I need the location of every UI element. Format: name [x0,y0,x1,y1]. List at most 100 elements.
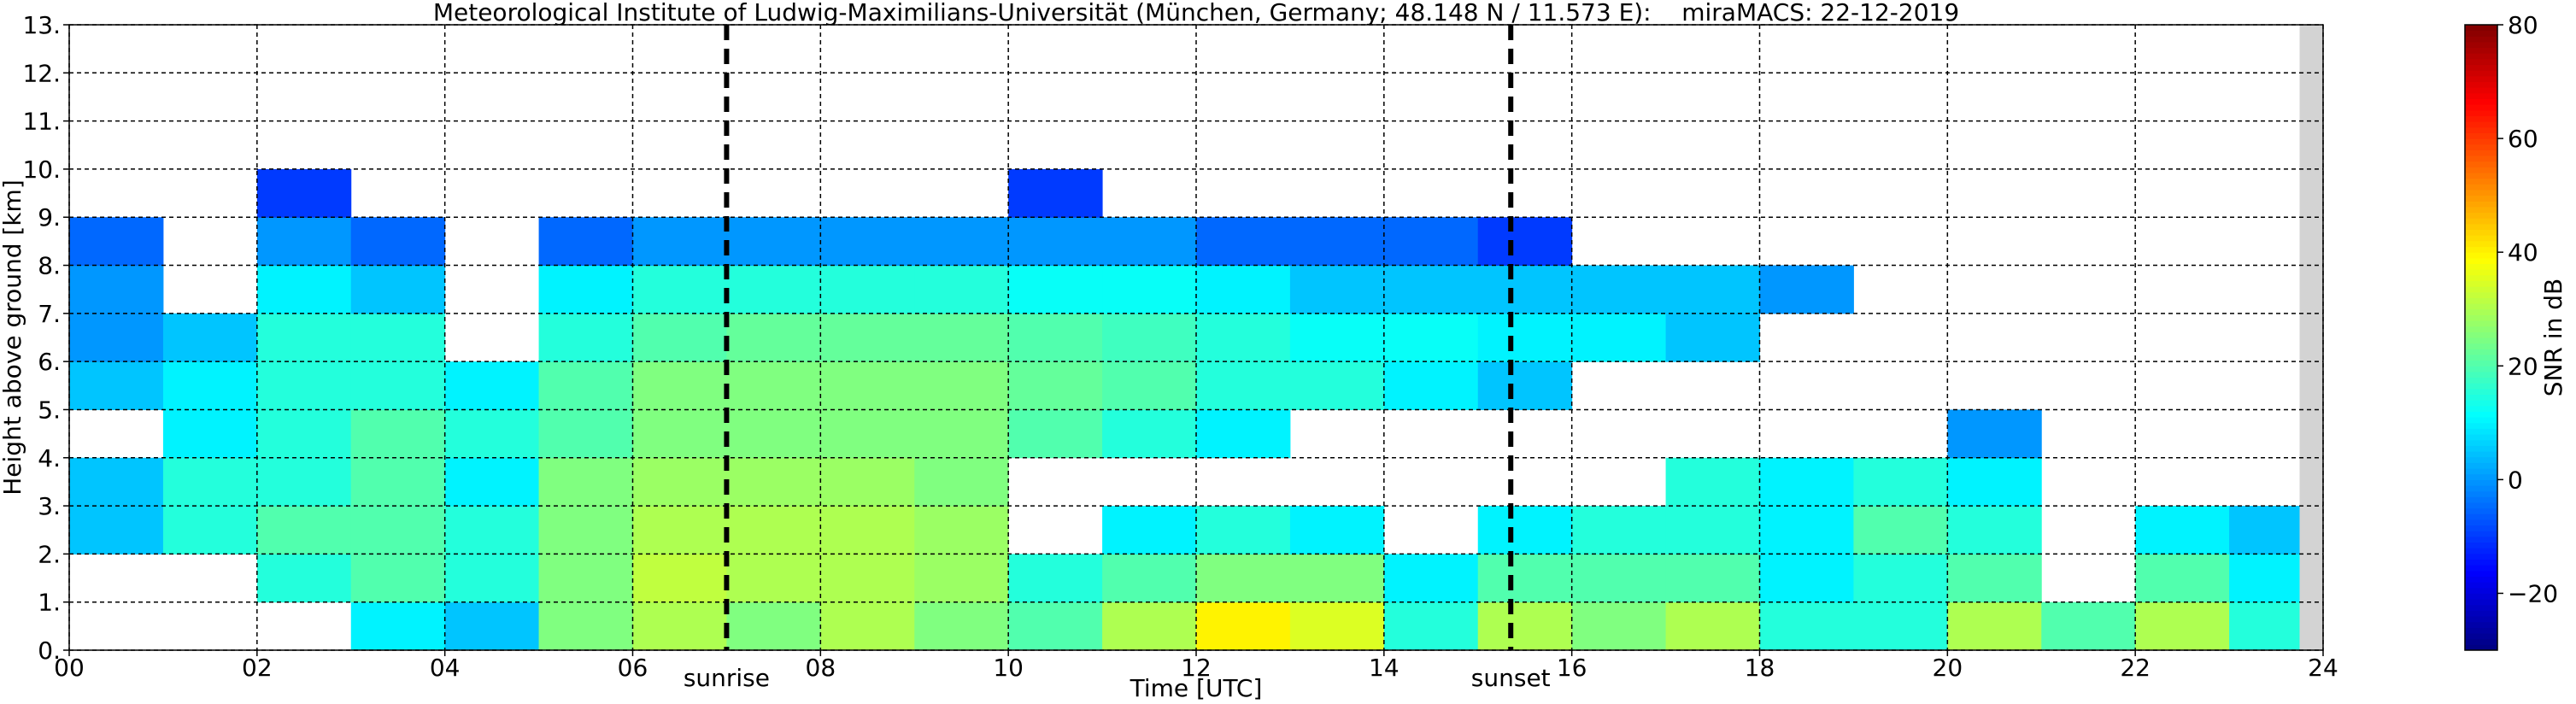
colorbar-tick-label: 40 [2508,238,2538,267]
x-axis-label: Time [UTC] [1130,674,1263,702]
heatmap-cell [1289,361,1385,410]
colorbar-segment [2465,531,2497,537]
heatmap-cell [1947,409,2042,459]
heatmap-cell [914,506,1009,554]
heatmap-cell [1477,265,1573,314]
heatmap-cell [256,554,352,603]
heatmap-cell [1759,601,1854,651]
heatmap-cell [1102,554,1197,603]
colorbar-segment [2465,286,2497,293]
colorbar-segment [2465,473,2497,480]
y-tick-label: 9. [38,203,61,232]
heatmap-cell [162,409,258,459]
heatmap-cell [350,506,446,554]
heatmap-cell [1665,554,1760,603]
heatmap-cell [1571,265,1667,314]
heatmap-cell [1477,506,1573,554]
colorbar-segment [2465,189,2497,197]
y-tick-label: 13. [22,11,61,39]
heatmap-cell [1196,409,1291,459]
annotation-label: sunset [1471,664,1551,692]
colorbar-segment [2465,41,2497,49]
colorbar-segment [2465,25,2497,32]
heatmap-cell [350,265,446,314]
colorbar-segment [2465,252,2497,259]
heatmap-cell [444,506,540,554]
heatmap-cell [1383,601,1479,651]
heatmap-cell [1477,217,1573,267]
colorbar-segment [2465,496,2497,503]
heatmap-cell [1196,601,1291,651]
colorbar-segment [2465,417,2497,424]
heatmap-cell [820,361,915,410]
colorbar-segment [2465,206,2497,214]
heatmap-cell [350,409,446,459]
heatmap-cell [726,361,821,410]
colorbar-segment [2465,360,2497,367]
y-tick-label: 4. [38,444,61,472]
x-tick-label: 24 [2308,654,2338,682]
colorbar-segment [2465,167,2497,173]
colorbar-segment [2465,405,2497,413]
heatmap-cell [1477,601,1573,651]
heatmap-cell [1383,313,1479,362]
colorbar-tick-label: 60 [2508,125,2538,153]
colorbar-segment [2465,553,2497,560]
colorbar-segment [2465,87,2497,94]
heatmap-cell [914,554,1009,603]
colorbar-segment [2465,638,2497,645]
y-tick-label: 5. [38,396,61,424]
heatmap-cell [1196,217,1291,267]
heatmap-cell [444,457,540,507]
heatmap-cell [1102,506,1197,554]
heatmap-cell [1008,409,1103,459]
x-tick-label: 00 [54,654,85,682]
heatmap-cell [632,409,727,459]
heatmap-cell [1102,217,1197,267]
heatmap-cell [1289,554,1385,603]
heatmap-cell [256,409,352,459]
heatmap-cell [69,361,164,410]
colorbar-segment [2465,184,2497,191]
x-tick-label: 08 [806,654,836,682]
colorbar-segment [2465,115,2497,122]
colorbar-segment [2465,173,2497,179]
heatmap-cell [1383,217,1479,267]
no-data-band [2299,25,2323,650]
colorbar-segment [2465,75,2497,83]
colorbar-segment [2465,343,2497,349]
colorbar-segment [2465,229,2497,236]
heatmap-cell [632,313,727,362]
heatmap-cell [1383,361,1479,410]
y-tick-label: 8. [38,252,61,280]
heatmap-cell [538,361,633,410]
heatmap-cell [1665,313,1760,362]
colorbar-segment [2465,371,2497,378]
heatmap-cell [162,361,258,410]
colorbar-segment [2465,337,2497,344]
heatmap-cell [1571,313,1667,362]
colorbar-segment [2465,377,2497,384]
heatmap-cell [1102,361,1197,410]
heatmap-cell [1477,361,1573,410]
heatmap-cell [1571,601,1667,651]
heatmap-cell [1853,457,1948,507]
heatmap-cell [1665,601,1760,651]
heatmap-cell [1477,554,1573,603]
colorbar-segment [2465,257,2497,264]
colorbar-segment [2465,291,2497,298]
heatmap-cell [1196,265,1291,314]
colorbar-segment [2465,104,2497,111]
colorbar-segment [2465,144,2497,150]
colorbar-segment [2465,235,2497,242]
heatmap-cell [350,554,446,603]
colorbar-segment [2465,178,2497,185]
x-tick-label: 12 [1181,654,1212,682]
colorbar-segment [2465,81,2497,88]
colorbar-segment [2465,47,2497,54]
heatmap-cell [350,601,446,651]
heatmap-cell [444,409,540,459]
heatmap-cell [1853,601,1948,651]
heatmap-cell [1008,554,1103,603]
